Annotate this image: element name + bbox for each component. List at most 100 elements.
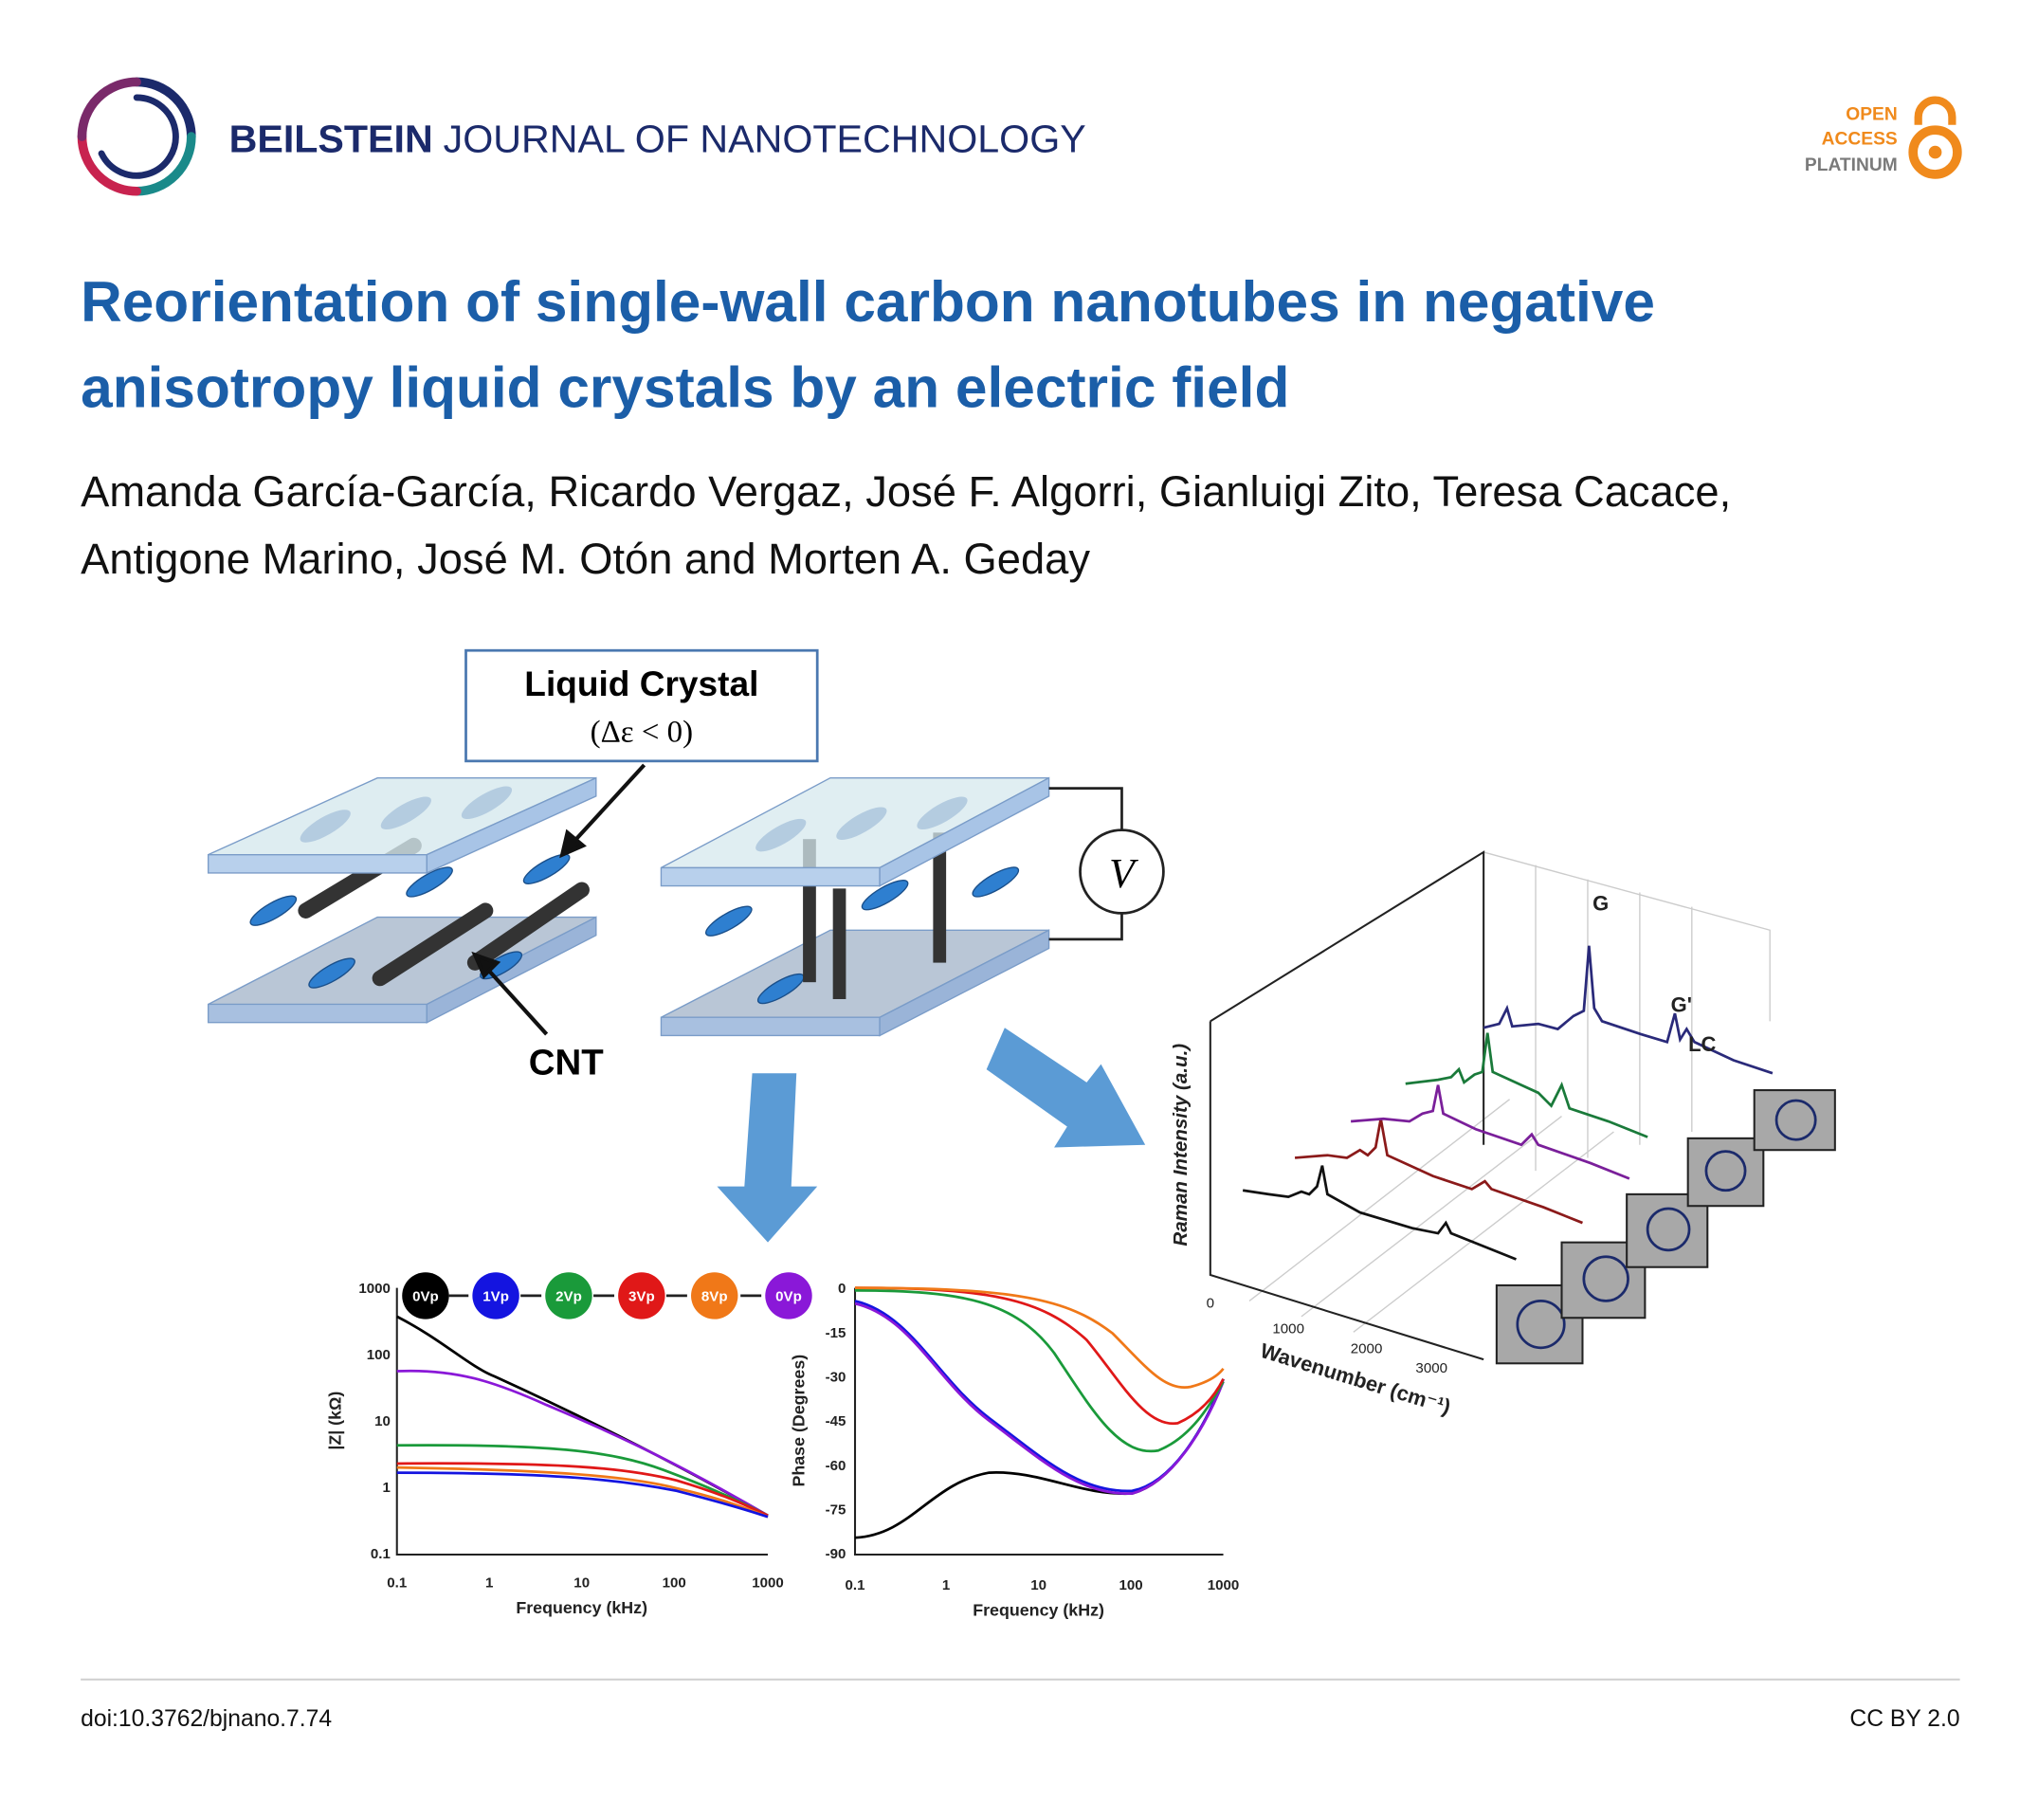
lc-cell-part (249, 853, 571, 989)
impedance-axis-labels: 1000 100 10 1 0.1 0.1 1 10 100 1000 Freq… (326, 1281, 784, 1617)
open-access-badge-part (1908, 125, 1962, 179)
open-access-badge-part (1928, 145, 1942, 159)
doi: doi:10.3762/bjnano.7.74 (81, 1706, 332, 1732)
journal-logo-part (98, 94, 179, 179)
x-axis-label: Frequency (kHz) (516, 1598, 647, 1617)
raman-plot-part-part (1535, 864, 1693, 1172)
raman-plot-part (1405, 1032, 1648, 1138)
phase-axis-labels: 0 -15 -30 -45 -60 -75 -90 0.1 1 10 100 1… (789, 1281, 1239, 1619)
lc-cell-part-part (249, 895, 298, 926)
raman-micrographs-part (1646, 1207, 1691, 1252)
x-tick-label: 1 (485, 1574, 493, 1591)
lc-cell-field-part (755, 796, 968, 852)
phase-plot-part (854, 1301, 1225, 1495)
badge-line: ACCESS (1822, 129, 1898, 149)
cnt-label: CNT (529, 1043, 605, 1083)
lc-cell-field-part-part (933, 832, 947, 963)
raman-micrographs-part (1582, 1255, 1629, 1302)
voltage-steps-part (618, 1272, 665, 1320)
x-tick-label: 2000 (1351, 1340, 1383, 1356)
lc-cell-part (426, 916, 597, 1024)
y-axis-label: Phase (Degrees) (789, 1355, 808, 1487)
lc-cell-field-part-part (755, 818, 807, 852)
badge-line: OPEN (1846, 104, 1897, 124)
impedance-plot-part (396, 1471, 769, 1519)
voltage-step: 3Vp (628, 1288, 655, 1304)
x-tick-label: 1000 (752, 1574, 784, 1591)
lc-cell-part-part (461, 786, 513, 820)
lc-label: Liquid Crystal (524, 664, 758, 703)
author-line: Antigone Marino, José M. Otón and Morten… (81, 535, 1090, 583)
voltage-step: 2Vp (555, 1288, 582, 1304)
lc-cell-part-part (308, 957, 355, 989)
impedance-plot-part (396, 1369, 769, 1518)
raman-micrographs-part (1516, 1300, 1566, 1350)
x-tick-label: 10 (573, 1574, 590, 1591)
voltage-steps: 0Vp 1Vp 2Vp 3Vp 8Vp 0Vp (402, 1272, 812, 1320)
author-line: Amanda García-García, Ricardo Vergaz, Jo… (81, 467, 1731, 516)
phase-plot-part (854, 1300, 1225, 1493)
x-tick-label: 0.1 (846, 1577, 865, 1593)
lc-cell-field-part (660, 866, 881, 887)
peak-label: G' (1671, 993, 1692, 1017)
raman-plot-part (1483, 945, 1774, 1075)
journal-logo-part (77, 132, 141, 196)
y-tick-label: 10 (374, 1413, 391, 1429)
raman-plot-part (1350, 1084, 1630, 1180)
phase-plot-part (855, 1289, 1225, 1453)
raman-micrographs-part (1704, 1150, 1747, 1192)
lc-cell-field-part-part (836, 807, 887, 840)
impedance-plot-part (396, 1315, 769, 1518)
x-tick-label: 0 (1207, 1295, 1214, 1311)
voltage-step: 0Vp (412, 1288, 439, 1304)
impedance-plot-part (396, 1465, 769, 1519)
x-tick-label: 100 (663, 1574, 686, 1591)
x-tick-label: 100 (1119, 1577, 1142, 1593)
lc-cell-part (207, 853, 428, 874)
journal-bold: BEILSTEIN (229, 118, 433, 161)
authors: Amanda García-García, Ricardo Vergaz, Jo… (81, 467, 1731, 583)
lc-cell-field-part-part (861, 880, 909, 911)
license: CC BY 2.0 (1849, 1706, 1959, 1732)
voltage-steps-part (765, 1272, 812, 1320)
impedance-plot-part (396, 1462, 769, 1518)
journal-rest: JOURNAL OF NANOTECHNOLOGY (444, 118, 1086, 161)
y-tick-label: 1 (382, 1480, 390, 1496)
y-tick-label: -60 (826, 1458, 846, 1474)
lc-cell-field (660, 776, 1165, 1037)
x-tick-label: 1000 (1208, 1577, 1240, 1593)
callout-arrows-part (559, 828, 587, 859)
lc-cell-part-part (466, 882, 590, 971)
phase-plot-part (855, 1286, 1225, 1426)
x-tick-label: 3000 (1415, 1360, 1447, 1376)
raman-micrographs-part (1753, 1089, 1836, 1152)
lc-cell-part-part (406, 866, 453, 898)
badge-line: PLATINUM (1805, 155, 1898, 175)
journal-logo (77, 77, 196, 196)
article-title: Reorientation of single-wall carbon nano… (81, 269, 1655, 420)
journal-logo-part (132, 132, 196, 196)
phase-axis-labels-part: 0 -15 -30 -45 -60 -75 -90 (826, 1281, 846, 1562)
voltage-step: 0Vp (775, 1288, 802, 1304)
voltage-step: 8Vp (701, 1288, 728, 1304)
callout-arrows-part (482, 963, 549, 1036)
lc-cell-part (426, 776, 597, 874)
lc-cell-part-part (300, 810, 351, 843)
peak-label: LC (1688, 1032, 1716, 1056)
lc-cell-field-part (1048, 787, 1123, 941)
lc-cell (207, 776, 597, 1024)
raman-plot (1209, 850, 1774, 1361)
x-tick-label: 0.1 (387, 1574, 407, 1591)
lc-cell-field-part (803, 832, 947, 1000)
impedance-axis-labels-part: 0.1 1 10 100 1000 Frequency (kHz) |Z| (k… (326, 1392, 784, 1617)
raman-plot-part (1209, 1021, 1484, 1361)
y-tick-label: 0 (838, 1281, 846, 1297)
raman-labels: G G' LC Raman Intensity (a.u.) Wavenumbe… (1170, 892, 1716, 1419)
raman-plot-part (1294, 1119, 1583, 1225)
y-tick-label: -75 (826, 1502, 846, 1518)
lc-cell-field-part (879, 929, 1050, 1037)
callout-arrows (471, 763, 646, 1036)
title-line: anisotropy liquid crystals by an electri… (81, 355, 1289, 420)
voltage-steps-part (691, 1272, 738, 1320)
